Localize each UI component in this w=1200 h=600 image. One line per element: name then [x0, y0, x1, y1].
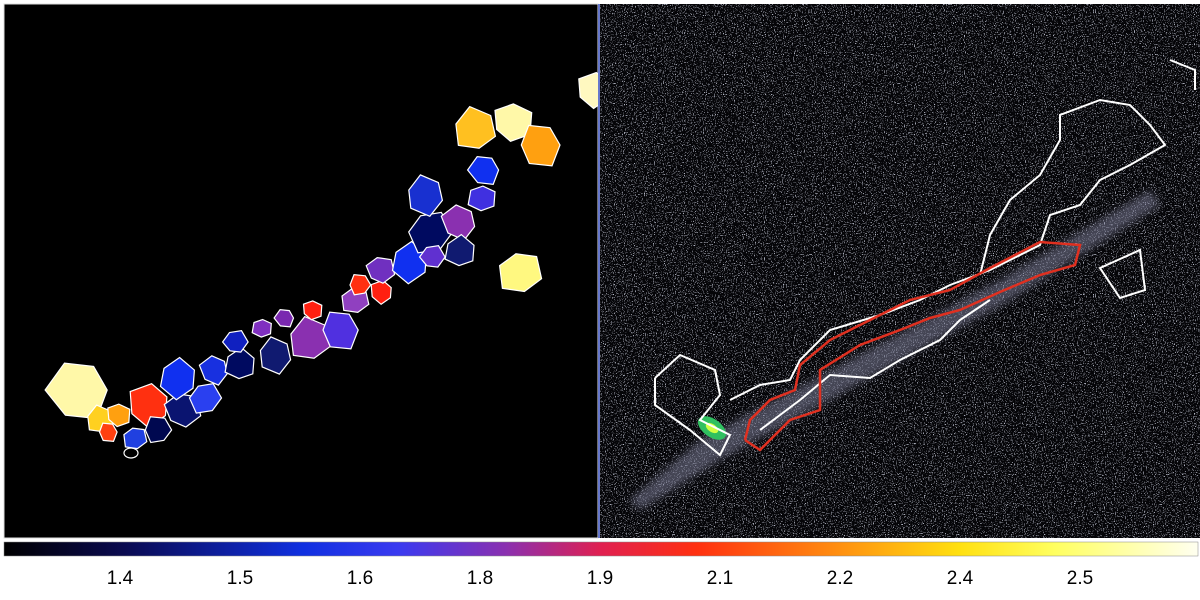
bin	[370, 279, 392, 306]
bin-outline	[123, 447, 139, 459]
bin	[455, 105, 497, 149]
white-contours	[654, 59, 1196, 457]
bin	[444, 233, 475, 267]
bin	[494, 103, 533, 142]
colorbar-tick-label: 1.6	[347, 568, 373, 589]
colorbar-tick-label: 1.5	[227, 568, 253, 589]
bin	[98, 422, 118, 443]
bin	[466, 155, 500, 185]
colorbar-tick-label: 1.8	[467, 568, 493, 589]
bin	[224, 346, 255, 380]
colorbar-tick-label: 2.4	[947, 568, 974, 589]
bin	[418, 245, 446, 268]
colorbar-tick-label: 1.9	[587, 568, 613, 589]
left-panel	[3, 3, 599, 539]
bin-map	[44, 71, 610, 459]
colorbar	[3, 541, 1199, 557]
bin	[251, 318, 272, 338]
bin	[365, 256, 396, 284]
bin	[408, 174, 444, 218]
bin	[123, 427, 148, 450]
bin	[273, 308, 295, 328]
bin	[259, 336, 292, 375]
bin	[467, 185, 496, 212]
bin	[498, 253, 543, 293]
bin	[302, 300, 323, 321]
bin	[198, 355, 228, 386]
colorbar-ticks: 1.4 1.5 1.6 1.8 1.9 2.1 2.2 2.4 2.5	[107, 568, 1093, 589]
bin	[221, 330, 249, 353]
bin	[107, 403, 131, 428]
bin	[159, 356, 196, 401]
filament	[630, 190, 1160, 510]
bin	[144, 416, 173, 444]
bin	[520, 124, 561, 167]
colorbar-tick-label: 2.1	[707, 568, 733, 589]
bin	[349, 273, 372, 296]
bin	[188, 383, 223, 414]
colorbar-tick-label: 2.5	[1067, 568, 1093, 589]
bin	[322, 311, 359, 350]
colorbar-tick-label: 1.4	[107, 568, 134, 589]
red-contour	[743, 240, 1082, 452]
colorbar-tick-label: 2.2	[827, 568, 853, 589]
